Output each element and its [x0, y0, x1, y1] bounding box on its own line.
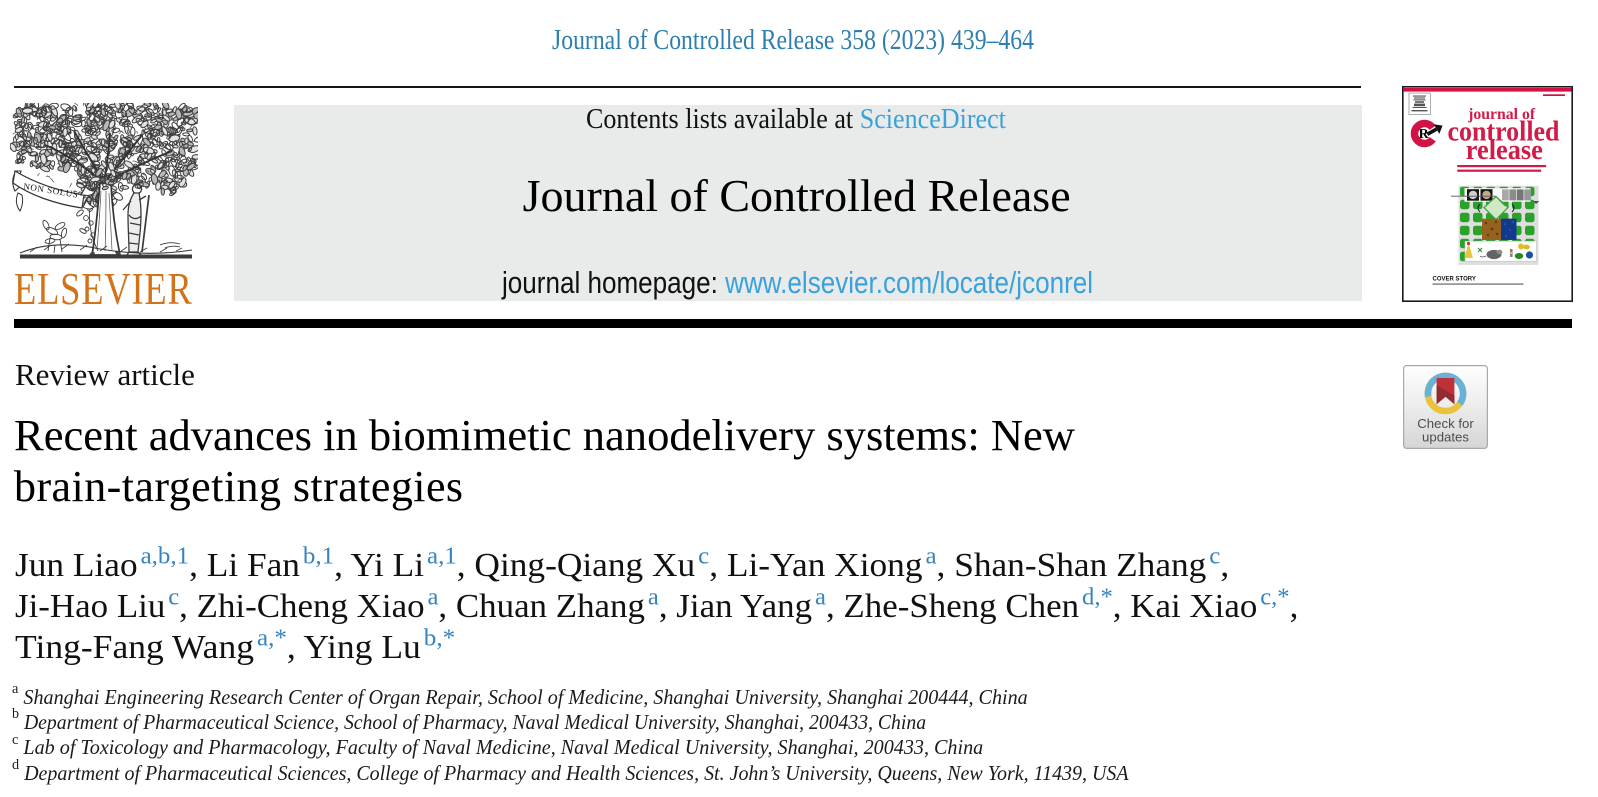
- svg-text:controlled: controlled: [1448, 116, 1560, 147]
- svg-text:R: R: [1419, 126, 1430, 141]
- svg-text:release: release: [1466, 134, 1543, 165]
- svg-text:journal of: journal of: [1467, 105, 1536, 122]
- svg-text:updates: updates: [1422, 430, 1469, 445]
- svg-text:COVER STORY: COVER STORY: [1433, 276, 1476, 282]
- svg-text:Check for: Check for: [1417, 416, 1474, 431]
